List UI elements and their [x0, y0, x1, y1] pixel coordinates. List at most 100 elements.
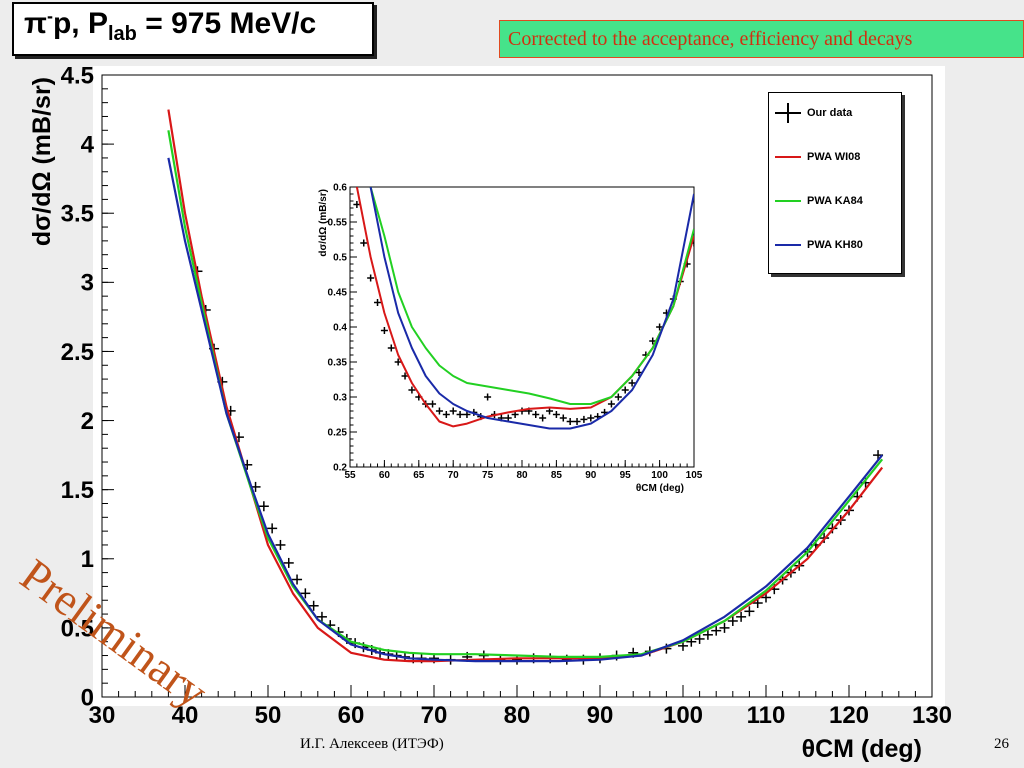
inset-y-tick-label: 0.6: [333, 183, 347, 194]
legend-label: Our data: [807, 107, 853, 119]
legend-item: PWA KH80: [775, 235, 863, 255]
inset-data-point: [587, 414, 595, 422]
inset-x-tick-label: 75: [482, 470, 494, 481]
inset-x-tick-label: 70: [448, 470, 460, 481]
inset-x-tick-label: 95: [620, 470, 632, 481]
inset-curve-kh80: [369, 187, 694, 430]
main-y-tick-label: 4: [81, 132, 95, 159]
inset-y-tick-label: 0.25: [328, 428, 348, 439]
inset-data-point: [456, 411, 464, 418]
inset-data-point: [435, 407, 443, 415]
main-data-point: [711, 625, 722, 636]
main-data-point: [736, 611, 747, 622]
main-y-tick-label: 2: [81, 408, 94, 435]
inset-data-point: [621, 386, 629, 394]
main-data-point: [292, 574, 303, 585]
inset-data-point: [504, 414, 512, 422]
inset-y-tick-label: 0.5: [333, 253, 347, 264]
main-y-tick-label: 4.5: [61, 62, 94, 89]
inset-data-point: [360, 239, 368, 247]
inset-data-point: [532, 411, 540, 418]
title-charge: -: [46, 6, 53, 26]
main-x-tick-label: 90: [587, 702, 614, 729]
inset-x-tick-label: 85: [551, 470, 563, 481]
title-lab: lab: [107, 23, 137, 45]
page-number: 26: [994, 736, 1009, 752]
plot-title-box: π-p, Plab = 975 MeV/c: [12, 2, 374, 56]
inset-x-tick-label: 90: [585, 470, 597, 481]
title-reaction: p, P: [52, 7, 108, 40]
inset-y-tick-label: 0.35: [328, 358, 348, 369]
inset-y-tick-label: 0.45: [328, 288, 348, 299]
inset-y-tick-label: 0.4: [333, 323, 347, 334]
legend-label: PWA WI08: [807, 151, 861, 163]
inset-data-point: [442, 411, 450, 418]
main-x-tick-label: 40: [172, 702, 199, 729]
inset-data-point: [463, 411, 471, 418]
legend-line-swatch: [775, 244, 801, 246]
inset-y-tick-label: 0.55: [328, 218, 348, 229]
inset-plot: 55 60 65 70 75 80 85 90 95 100 105 0.2 0.25 0.3 0.35 0.…: [310, 153, 736, 501]
inset-y-axis-title: dσ/dΩ (mB/sr): [318, 189, 329, 257]
title-pi: π: [24, 7, 47, 40]
inset-data-point: [614, 393, 622, 401]
legend-item: PWA WI08: [775, 147, 860, 167]
main-y-tick-label: 1.5: [61, 477, 94, 504]
legend-line-swatch: [775, 200, 801, 202]
main-y-tick-label: 0.5: [61, 615, 94, 642]
main-y-tick-label: 1: [81, 546, 94, 573]
legend-line-swatch: [775, 156, 801, 158]
inset-data-point: [566, 418, 574, 425]
inset-data-point: [394, 358, 402, 366]
legend-item: PWA KA84: [775, 191, 863, 211]
main-x-axis-title: θCM (deg): [802, 735, 922, 763]
main-y-tick-label: 2.5: [61, 339, 94, 366]
main-y-tick-label: 3.5: [61, 201, 94, 228]
main-data-point: [694, 633, 705, 644]
plot-title: π-p, Plab = 975 MeV/c: [24, 6, 316, 46]
legend-label: PWA KA84: [807, 195, 863, 207]
legend-cross-vertical: [787, 103, 789, 123]
main-content: [167, 109, 884, 665]
inset-data-point: [374, 299, 382, 306]
inset-x-tick-label: 105: [686, 470, 703, 481]
inset-data-point: [573, 418, 581, 425]
main-data-point: [300, 588, 311, 599]
legend: Our data PWA WI08 PWA KA84 PWA KH80: [768, 92, 902, 274]
inset-data-point: [449, 407, 457, 415]
inset-x-tick-label: 60: [379, 470, 391, 481]
main-y-tick-label: 3: [81, 270, 94, 297]
main-curve-kh80: [167, 157, 884, 663]
main-x-tick-label: 110: [747, 702, 786, 729]
main-data-point: [744, 606, 755, 617]
inset-data-point: [552, 411, 560, 418]
inset-x-axis-title: θCM (deg): [636, 483, 684, 494]
inset-curve-ka84: [369, 187, 694, 405]
footer-author: И.Г. Алексеев (ИТЭФ): [300, 736, 444, 752]
inset-data-point: [656, 323, 664, 331]
inset-data-point: [367, 274, 375, 282]
inset-data-point: [353, 201, 361, 208]
main-x-tick-label: 50: [255, 702, 282, 729]
inset-data-point: [429, 400, 437, 408]
main-x-tick-label: 100: [663, 702, 703, 729]
inset-x-tick-label: 65: [413, 470, 425, 481]
inset-data-point: [539, 414, 547, 422]
inset-data-point: [607, 400, 615, 408]
main-y-tick-label: 0: [81, 684, 94, 711]
main-data-point: [267, 523, 278, 534]
inset-data-point: [559, 414, 567, 422]
inset-x-tick-label: 55: [344, 470, 356, 481]
inset-y-tick-label: 0.3: [333, 393, 347, 404]
main-data-point: [275, 539, 286, 550]
inset-x-tick-label: 100: [651, 470, 668, 481]
legend-label: PWA KH80: [807, 239, 863, 251]
main-x-tick-label: 70: [421, 702, 448, 729]
inset-data-point: [628, 379, 636, 387]
title-momentum: = 975 MeV/c: [136, 7, 317, 40]
inset-x-tick-label: 80: [516, 470, 528, 481]
main-data-point: [283, 557, 294, 568]
main-data-point: [719, 622, 730, 633]
inset-data-point: [408, 386, 416, 394]
